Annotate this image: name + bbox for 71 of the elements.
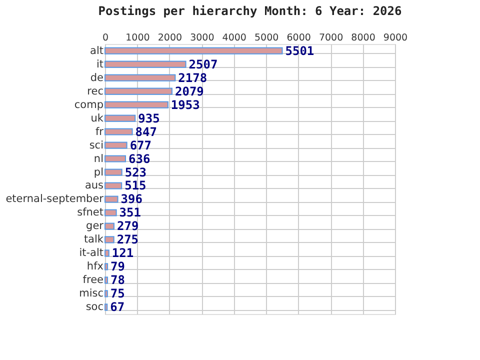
bar bbox=[104, 155, 126, 162]
bar bbox=[104, 263, 108, 270]
bar bbox=[104, 101, 168, 108]
y-tick-label: soc bbox=[86, 301, 104, 314]
bar bbox=[104, 114, 136, 122]
data-label: 279 bbox=[116, 219, 139, 234]
data-label: 515 bbox=[124, 178, 146, 193]
y-tick-label: eternal-september bbox=[6, 193, 104, 206]
data-label: 935 bbox=[138, 111, 160, 126]
x-tick-label: 8000 bbox=[351, 32, 376, 44]
y-tick-label: talk bbox=[84, 234, 104, 246]
data-label: 5501 bbox=[285, 44, 314, 58]
bar bbox=[104, 209, 117, 216]
data-label: 636 bbox=[128, 152, 150, 166]
x-tick-label: 3000 bbox=[190, 32, 214, 44]
bar bbox=[104, 60, 186, 68]
y-tick-label: sci bbox=[89, 139, 104, 152]
y-tick-label: uk bbox=[90, 112, 104, 124]
y-tick-label: de bbox=[90, 72, 104, 84]
y-tick-label: alt bbox=[90, 44, 104, 57]
data-label: 275 bbox=[116, 232, 139, 247]
data-label: 2079 bbox=[174, 84, 204, 98]
bar bbox=[104, 182, 122, 190]
x-tick-label: 4000 bbox=[222, 32, 246, 44]
data-label: 523 bbox=[124, 165, 147, 180]
x-tick-label: 2000 bbox=[158, 32, 182, 44]
y-tick-label: it bbox=[96, 58, 104, 70]
y-tick-label: it-alt bbox=[79, 247, 104, 260]
bar bbox=[104, 47, 283, 54]
x-tick-label: 6000 bbox=[286, 32, 311, 44]
y-tick-label: nl bbox=[94, 152, 104, 165]
x-tick-label: 1000 bbox=[126, 32, 150, 44]
bar bbox=[104, 88, 172, 95]
data-label: 396 bbox=[120, 192, 142, 206]
y-tick-label: hfx bbox=[86, 260, 104, 273]
y-tick-label: ger bbox=[86, 220, 104, 232]
data-label: 351 bbox=[119, 206, 141, 220]
x-tick-label: 0 bbox=[102, 32, 109, 44]
bar bbox=[104, 276, 108, 284]
bar bbox=[104, 222, 114, 230]
data-label: 2507 bbox=[188, 57, 218, 72]
bar bbox=[104, 74, 176, 82]
x-tick-label: 7000 bbox=[318, 32, 344, 44]
y-tick-label: free bbox=[82, 274, 104, 286]
bar bbox=[104, 290, 108, 298]
y-tick-label: rec bbox=[87, 85, 104, 98]
data-label: 75 bbox=[110, 286, 125, 301]
data-label: 78 bbox=[110, 273, 125, 288]
data-label: 67 bbox=[110, 300, 125, 314]
bar bbox=[104, 168, 122, 176]
y-tick-label: comp bbox=[74, 98, 104, 111]
y-tick-label: misc bbox=[79, 288, 104, 300]
data-label: 677 bbox=[130, 138, 152, 152]
bar bbox=[104, 236, 114, 244]
bar bbox=[104, 128, 133, 136]
data-label: 121 bbox=[112, 246, 134, 260]
y-tick-label: aus bbox=[84, 180, 104, 192]
y-tick-label: pl bbox=[94, 166, 104, 178]
data-label: 2178 bbox=[178, 70, 208, 85]
chart-title: Postings per hierarchy Month: 6 Year: 2026 bbox=[98, 4, 402, 18]
y-tick-label: fr bbox=[95, 126, 104, 138]
bar bbox=[104, 304, 108, 311]
x-tick-label: 9000 bbox=[383, 32, 408, 44]
data-label: 847 bbox=[135, 124, 157, 139]
bar bbox=[104, 196, 118, 203]
data-label: 1953 bbox=[170, 98, 200, 112]
data-label: 79 bbox=[110, 260, 125, 274]
bar bbox=[104, 250, 110, 257]
y-tick-label: sfnet bbox=[77, 206, 104, 219]
bar bbox=[104, 142, 128, 149]
x-tick-label: 5000 bbox=[254, 32, 279, 44]
